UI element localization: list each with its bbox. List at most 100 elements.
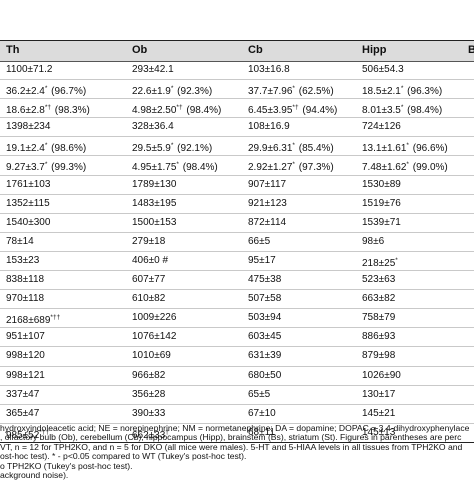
table-cell: 951±107 <box>6 328 45 346</box>
cell-value: 9.27±3.7 <box>6 162 45 174</box>
table-cell: 603±45 <box>248 328 281 346</box>
cell-value: 503±94 <box>248 312 282 324</box>
cell-value: 872±114 <box>248 216 287 228</box>
cell-value: 390±33 <box>132 407 166 419</box>
cell-value: 406±0 # <box>132 254 169 266</box>
cell-value: 758±79 <box>362 312 396 324</box>
table-row: 998±120 1010±69 631±39 879±98 <box>0 347 474 367</box>
table-cell: 507±58 <box>248 290 281 308</box>
cell-significance-mark: * <box>292 85 295 93</box>
table-cell: 1026±90 <box>362 367 401 385</box>
cell-percent-reduction: (98.6%) <box>51 143 87 155</box>
table-cell: 610±82 <box>132 290 165 308</box>
cell-value: 1789±130 <box>132 178 177 190</box>
table-row: 985±52*†† 662±33† 68±11 145±13 <box>0 424 474 443</box>
table-cell: 475±38 <box>248 271 281 289</box>
table-footnotes: hydroxyindoleacetic acid; NE = norepinep… <box>0 424 474 480</box>
table-cell: 879±98 <box>362 347 395 365</box>
cell-significance-mark: * <box>176 161 179 169</box>
cell-value: 662±33 <box>132 429 166 441</box>
cell-value: 337±47 <box>6 388 40 400</box>
cell-value: 1500±153 <box>132 216 177 228</box>
cell-percent-reduction: (98.4%) <box>407 105 443 117</box>
table-cell: 108±16.9 <box>248 118 290 136</box>
table-cell: 218±25* <box>362 252 398 273</box>
table-cell: 390±33 <box>132 405 165 423</box>
table-cell: 907±117 <box>248 176 286 194</box>
cell-value: 1100±71.2 <box>6 64 53 75</box>
table-cell: 29.9±6.31* (85.4%) <box>248 137 334 158</box>
cell-percent-reduction: (96.6%) <box>412 143 448 155</box>
cell-value: 998±121 <box>6 369 45 381</box>
cell-significance-mark: * <box>406 161 409 169</box>
cell-value: 29.5±5.9 <box>132 143 171 155</box>
table-row: 78±14 279±18 66±5 98±6 <box>0 233 474 252</box>
cell-value: 4.98±2.50 <box>132 105 177 117</box>
table-cell: 2168±689*†† <box>6 309 60 330</box>
table-row: 365±47 390±33 67±10 145±21 <box>0 405 474 424</box>
table-cell: 279±18 <box>132 233 165 251</box>
cell-value: 680±50 <box>248 369 282 381</box>
cell-percent-reduction: (98.4%) <box>182 162 218 174</box>
table-cell: 68±11 <box>248 424 275 442</box>
cell-value: 1530±89 <box>362 178 401 190</box>
cell-value: 108±16.9 <box>248 121 290 133</box>
cell-value: 328±36.4 <box>132 121 174 133</box>
cell-value: 985±52 <box>6 429 40 441</box>
cell-value: 724±126 <box>362 121 401 133</box>
table-cell: 4.95±1.75* (98.4%) <box>132 156 218 177</box>
cell-value: 951±107 <box>6 331 45 343</box>
cell-percent-reduction: (62.5%) <box>298 86 334 98</box>
cell-value: 1540±300 <box>6 216 51 228</box>
footnote-line: o TPH2KO (Tukey's post-hoc test). <box>0 461 133 471</box>
table-cell: 1761±103 <box>6 176 50 194</box>
table-cell: 1539±71 <box>362 214 401 232</box>
column-header: Cb <box>248 44 263 56</box>
cell-value: 966±82 <box>132 369 166 381</box>
cell-percent-reduction: (98.4%) <box>186 105 222 117</box>
footnote-line: VT, n = 12 for TPH2KO, and n = 5 for DKO… <box>0 442 463 452</box>
cell-value: 103±16.8 <box>248 64 290 75</box>
cell-value: 6.45±3.95 <box>248 105 293 117</box>
cell-significance-mark: *† <box>176 104 183 112</box>
cell-value: 879±98 <box>362 350 396 362</box>
footnote-line: ackground noise). <box>0 471 69 480</box>
cell-value: 153±23 <box>6 254 40 266</box>
cell-value: 98±6 <box>362 235 385 247</box>
cell-value: 68±11 <box>248 426 275 438</box>
table-cell: 37.7±7.96* (62.5%) <box>248 80 334 101</box>
column-header: Hipp <box>362 44 387 56</box>
cell-value: 970±118 <box>6 293 45 305</box>
cell-value: 907±117 <box>248 178 287 190</box>
table-row: 998±121 966±82 680±50 1026±90 <box>0 367 474 386</box>
footnote-line: , olfactory bulb (Ob), cerebellum (Cb), … <box>0 433 462 443</box>
table-cell: 22.6±1.9* (92.3%) <box>132 80 212 101</box>
cell-significance-mark: * <box>170 142 174 150</box>
cell-value: 2.92±1.27 <box>248 162 293 174</box>
table-header-band <box>0 40 474 62</box>
cell-value: 19.1±2.4 <box>6 143 45 155</box>
table-cell: 66±5 <box>248 233 270 251</box>
table-cell: 838±118 <box>6 271 44 289</box>
table-cell: 1500±153 <box>132 214 176 232</box>
table-cell: 145±13 <box>362 424 395 442</box>
table-cell: 886±93 <box>362 328 395 346</box>
cell-percent-reduction: (99.0%) <box>412 162 448 174</box>
cell-value: 95±17 <box>248 254 276 266</box>
table-cell: 328±36.4 <box>132 118 174 136</box>
cell-value: 66±5 <box>248 235 271 247</box>
cell-significance-mark: * <box>170 85 174 93</box>
cell-significance-mark: * <box>44 85 48 93</box>
cell-significance-mark: * <box>44 142 48 150</box>
cell-value: 65±5 <box>248 388 271 400</box>
table-cell: 98±6 <box>362 233 384 251</box>
footnote-line: ost-hoc test). * - p<0.05 compared to WT… <box>0 452 247 462</box>
cell-significance-mark: *† <box>44 104 52 112</box>
table-cell: 293±42.1 <box>132 61 174 79</box>
table-row: 18.6±2.8*† (98.3%) 4.98±2.50*† (98.4%) 6.4… <box>0 99 474 119</box>
table-cell: 95±17 <box>248 252 276 270</box>
cell-value: 78±14 <box>6 235 34 247</box>
table-cell: 13.1±1.61* (96.6%) <box>362 137 448 158</box>
table-cell: 1540±300 <box>6 214 50 232</box>
table-cell: 1519±76 <box>362 195 401 213</box>
